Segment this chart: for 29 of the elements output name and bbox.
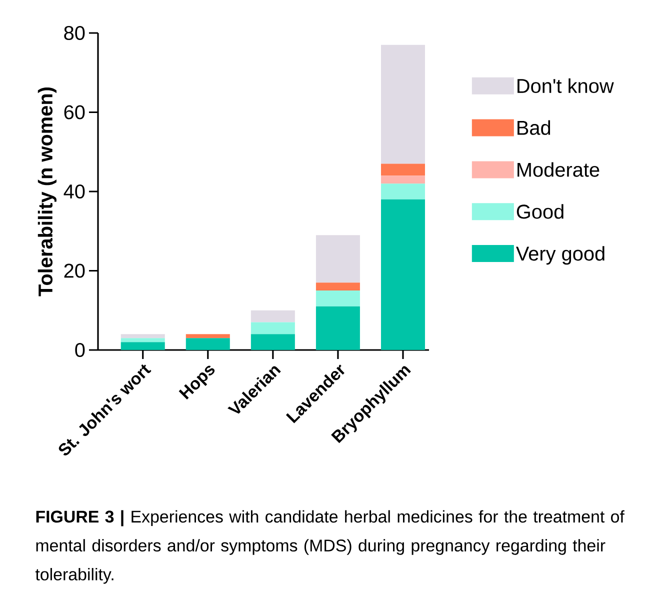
bar: [380, 184, 425, 200]
bar: [120, 334, 165, 338]
text: FIGURE 3 | Experiences with candidate herbal medicines for the treatment of mental disorders and/or symptoms (MDS) during pregnancy regarding their tolerability.: [35, 510, 624, 584]
legend-label: Very good: [516, 246, 604, 265]
bar: [120, 338, 165, 342]
bar: [250, 310, 295, 322]
bar: [316, 282, 360, 291]
legend-label: Good: [516, 204, 564, 219]
bar: [250, 322, 295, 334]
bar: [250, 334, 295, 350]
bar: [316, 306, 360, 350]
y-tick-label: 0: [75, 342, 85, 358]
bar: [186, 334, 230, 338]
y-tick-label: 40: [64, 184, 85, 199]
bar: [120, 342, 165, 350]
y-tick-label: 60: [64, 105, 85, 120]
bar: [186, 338, 230, 350]
y-tick-label: 20: [64, 264, 85, 278]
bar: [380, 176, 425, 184]
bar: [316, 235, 360, 283]
y-tick-label: 80: [64, 26, 85, 40]
legend-label: Don't know: [518, 78, 614, 94]
bar: [380, 164, 425, 176]
bar: [380, 44, 425, 164]
y-axis-title: Tolerability (n women): [38, 88, 56, 296]
bar: [316, 290, 360, 306]
bar: [380, 199, 425, 350]
legend-label: Bad: [518, 120, 550, 135]
legend-label: Moderate: [518, 162, 600, 177]
